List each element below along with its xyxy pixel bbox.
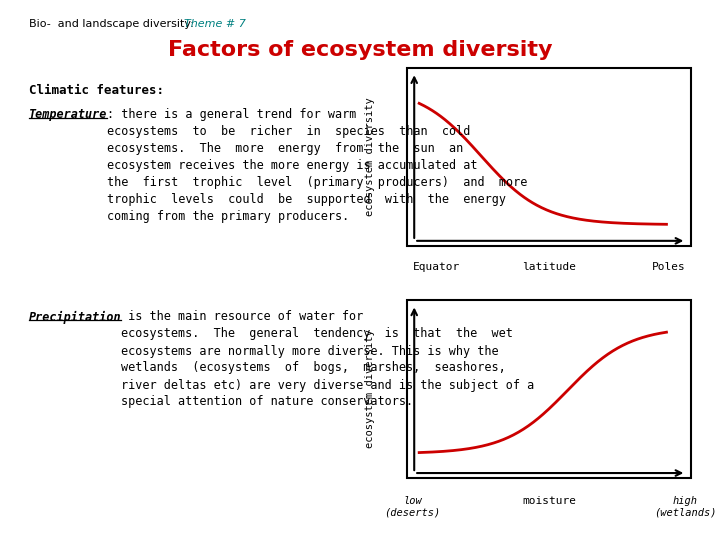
Text: Bio-  and landscape diversity:: Bio- and landscape diversity: (29, 19, 197, 29)
Text: ecosystem diversity: ecosystem diversity (365, 97, 375, 216)
Text: high
(wetlands): high (wetlands) (654, 496, 717, 517)
Text: : there is a general trend for warm
ecosystems  to  be  richer  in  species  tha: : there is a general trend for warm ecos… (107, 108, 527, 223)
Text: Equator: Equator (413, 262, 460, 272)
Bar (407, 300, 691, 478)
Text: Temperature: Temperature (29, 108, 107, 121)
Text: low
(deserts): low (deserts) (384, 496, 441, 517)
Text: moisture: moisture (522, 496, 576, 506)
Text: Precipitation: Precipitation (29, 310, 122, 323)
Text: Factors of ecosystem diversity: Factors of ecosystem diversity (168, 40, 552, 60)
Text: ecosystem diversity: ecosystem diversity (365, 329, 375, 448)
Text: Poles: Poles (652, 262, 685, 272)
Text: is the main resource of water for
ecosystems.  The  general  tendency  is  that : is the main resource of water for ecosys… (121, 310, 534, 408)
Text: latitude: latitude (522, 262, 576, 272)
Text: Theme # 7: Theme # 7 (184, 19, 246, 29)
Text: Climatic features:: Climatic features: (29, 84, 164, 97)
Bar (407, 68, 691, 246)
